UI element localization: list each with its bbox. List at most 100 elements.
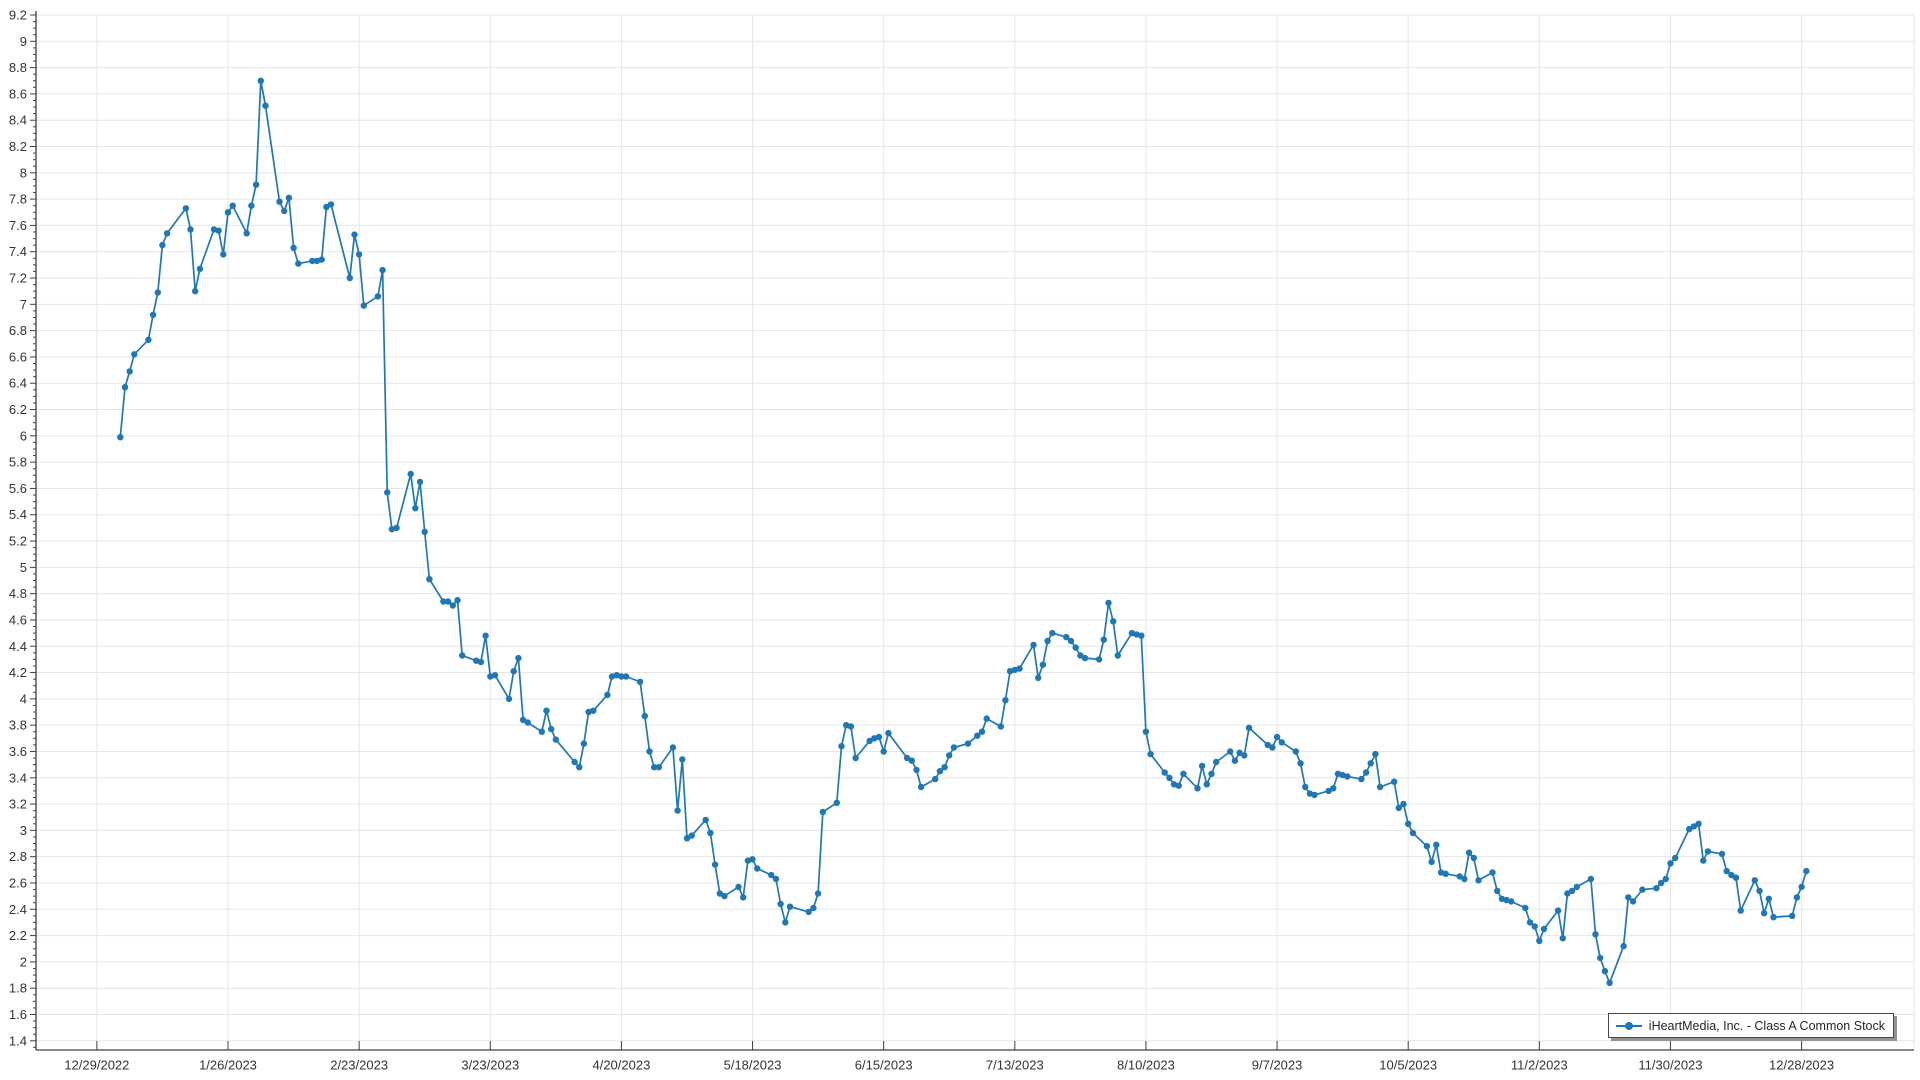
data-point xyxy=(1494,887,1501,895)
data-point xyxy=(1264,741,1271,749)
data-point xyxy=(786,903,794,910)
y-tick-label: 6.4 xyxy=(9,376,27,391)
data-point xyxy=(777,900,784,908)
data-point xyxy=(1564,890,1571,897)
data-point xyxy=(154,289,161,296)
data-point xyxy=(1081,654,1089,662)
data-point xyxy=(1423,843,1431,850)
data-point xyxy=(1718,850,1726,858)
data-point xyxy=(379,266,386,274)
data-point xyxy=(1175,782,1182,789)
data-point xyxy=(196,265,204,272)
data-point xyxy=(1227,748,1234,755)
data-point xyxy=(515,654,522,662)
data-point xyxy=(932,775,939,783)
data-point xyxy=(1508,898,1515,905)
y-tick-label: 5.4 xyxy=(9,507,27,522)
y-tick-label: 6.2 xyxy=(9,402,27,417)
data-point xyxy=(229,202,236,209)
data-point xyxy=(1756,887,1763,895)
data-point xyxy=(1391,778,1398,785)
data-point xyxy=(374,293,382,300)
data-point xyxy=(126,368,133,375)
y-tick-label: 2.6 xyxy=(9,875,27,890)
x-tick-label: 10/5/2023 xyxy=(1379,1058,1437,1073)
data-point xyxy=(1442,870,1449,877)
data-point xyxy=(1522,904,1529,912)
data-point xyxy=(997,723,1004,730)
data-point xyxy=(318,256,325,263)
data-point xyxy=(641,712,648,720)
data-point xyxy=(917,783,925,791)
y-tick-label: 2.2 xyxy=(9,928,27,943)
price-line xyxy=(119,79,1808,984)
y-tick-label: 6 xyxy=(20,428,27,443)
data-point xyxy=(1049,629,1056,637)
data-point xyxy=(1489,869,1496,876)
y-tick-label: 2.4 xyxy=(9,902,27,917)
data-point xyxy=(163,230,171,237)
data-point xyxy=(1180,770,1187,777)
data-point xyxy=(1292,748,1300,755)
data-point xyxy=(1302,783,1309,791)
data-point xyxy=(913,766,920,774)
x-tick-label: 2/23/2023 xyxy=(330,1058,388,1073)
data-point xyxy=(1672,854,1679,862)
data-point xyxy=(1400,800,1407,808)
y-tick-label: 3.8 xyxy=(9,718,27,733)
data-point xyxy=(1732,874,1740,881)
data-point xyxy=(459,652,466,659)
data-point xyxy=(477,658,485,666)
data-point xyxy=(721,892,728,900)
y-tick-label: 5 xyxy=(20,560,27,575)
x-tick-label: 11/2/2023 xyxy=(1511,1058,1568,1073)
data-point xyxy=(407,470,414,478)
data-point xyxy=(1166,774,1173,781)
data-point xyxy=(1704,848,1712,855)
data-point xyxy=(187,226,194,233)
data-point xyxy=(524,719,531,726)
data-point xyxy=(1231,757,1239,764)
data-point xyxy=(1105,599,1112,607)
x-tick-label: 1/26/2023 xyxy=(199,1058,257,1073)
data-point xyxy=(1554,907,1562,914)
data-point xyxy=(360,302,367,309)
y-tick-label: 8.8 xyxy=(9,60,27,75)
y-tick-label: 2 xyxy=(20,954,27,969)
data-point xyxy=(1456,873,1463,880)
data-point xyxy=(1559,935,1567,942)
y-tick-label: 5.6 xyxy=(9,481,27,496)
y-tick-label: 6.8 xyxy=(9,323,27,338)
data-point xyxy=(1241,752,1248,759)
y-tick-label: 2.8 xyxy=(9,849,27,864)
data-point xyxy=(1077,652,1084,659)
data-point xyxy=(1067,637,1075,645)
data-point xyxy=(252,181,260,188)
data-point xyxy=(220,251,227,258)
data-point xyxy=(257,77,264,85)
data-point xyxy=(1686,825,1693,833)
x-tick-label: 5/18/2023 xyxy=(724,1058,782,1073)
data-point xyxy=(1760,910,1768,917)
data-point xyxy=(1465,849,1473,856)
y-tick-label: 4.6 xyxy=(9,612,27,627)
data-point xyxy=(669,744,677,751)
data-point xyxy=(1269,744,1276,751)
data-point xyxy=(571,758,578,766)
y-tick-label: 8.4 xyxy=(9,113,27,128)
data-point xyxy=(548,725,555,733)
data-point xyxy=(646,748,653,755)
x-tick-label: 3/23/2023 xyxy=(461,1058,519,1073)
data-point xyxy=(1044,637,1051,645)
data-point xyxy=(1592,931,1599,938)
data-point xyxy=(1700,857,1707,864)
data-point xyxy=(1765,895,1773,902)
data-point xyxy=(1793,894,1801,901)
data-point xyxy=(618,673,625,680)
data-point xyxy=(1667,860,1674,867)
x-tick-label: 8/10/2023 xyxy=(1117,1058,1175,1073)
data-point xyxy=(1198,762,1206,770)
x-tick-label: 4/20/2023 xyxy=(592,1058,650,1073)
data-point xyxy=(393,524,400,532)
data-point xyxy=(224,209,232,216)
